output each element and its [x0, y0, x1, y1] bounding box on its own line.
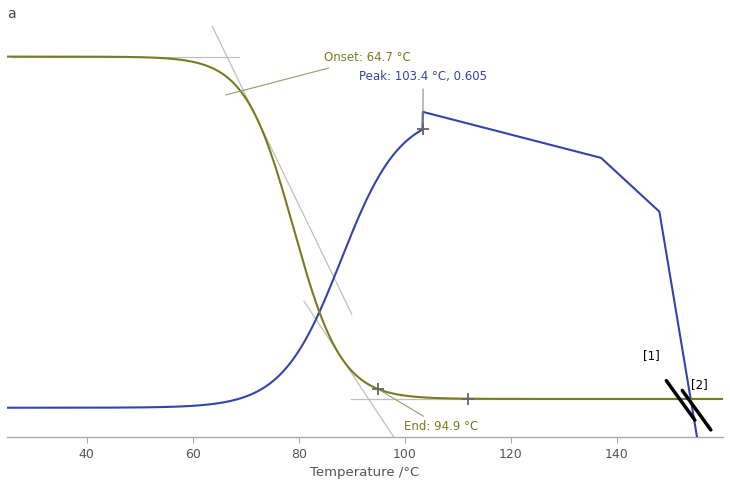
- Text: a: a: [7, 7, 15, 21]
- Text: Onset: 64.7 °C: Onset: 64.7 °C: [226, 52, 410, 95]
- Text: [1]: [1]: [642, 349, 659, 362]
- Text: End: 94.9 °C: End: 94.9 °C: [380, 390, 478, 434]
- Text: [2]: [2]: [691, 378, 708, 391]
- Text: Peak: 103.4 °C, 0.605: Peak: 103.4 °C, 0.605: [359, 70, 487, 126]
- X-axis label: Temperature /°C: Temperature /°C: [310, 466, 420, 479]
